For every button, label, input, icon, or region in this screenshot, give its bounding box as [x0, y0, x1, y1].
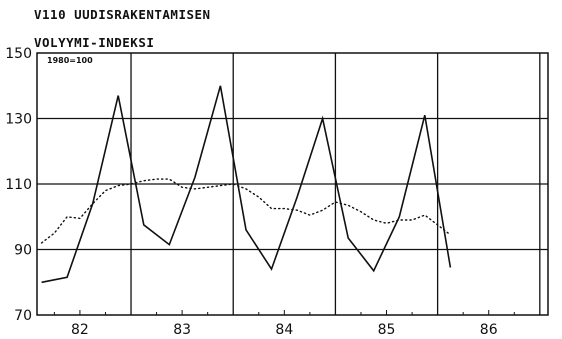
x-axis: 82 83 84 85 86	[53, 310, 515, 338]
chart-title-line-1: V110 UUDISRAKENTAMISEN	[34, 7, 211, 22]
y-tick-label: 90	[14, 243, 32, 259]
grid	[37, 53, 548, 315]
x-tick-label: 82	[71, 322, 89, 338]
y-tick-label: 110	[5, 177, 32, 193]
series-group	[40, 85, 452, 284]
dotted-series-line	[40, 178, 452, 244]
y-axis: 150 130 110 90 70	[5, 46, 32, 324]
solid-series-line	[41, 85, 452, 284]
x-tick-label: 84	[275, 322, 293, 338]
x-tick-label: 86	[480, 322, 498, 338]
y-tick-label: 150	[5, 46, 32, 62]
chart-title-line-2: VOLYYMI-INDEKSI	[34, 35, 155, 50]
x-tick-label: 83	[173, 322, 191, 338]
base-year-note: 1980=100	[47, 56, 93, 65]
x-tick-label: 85	[378, 322, 396, 338]
y-tick-label: 70	[14, 308, 32, 324]
y-tick-label: 130	[5, 112, 32, 128]
